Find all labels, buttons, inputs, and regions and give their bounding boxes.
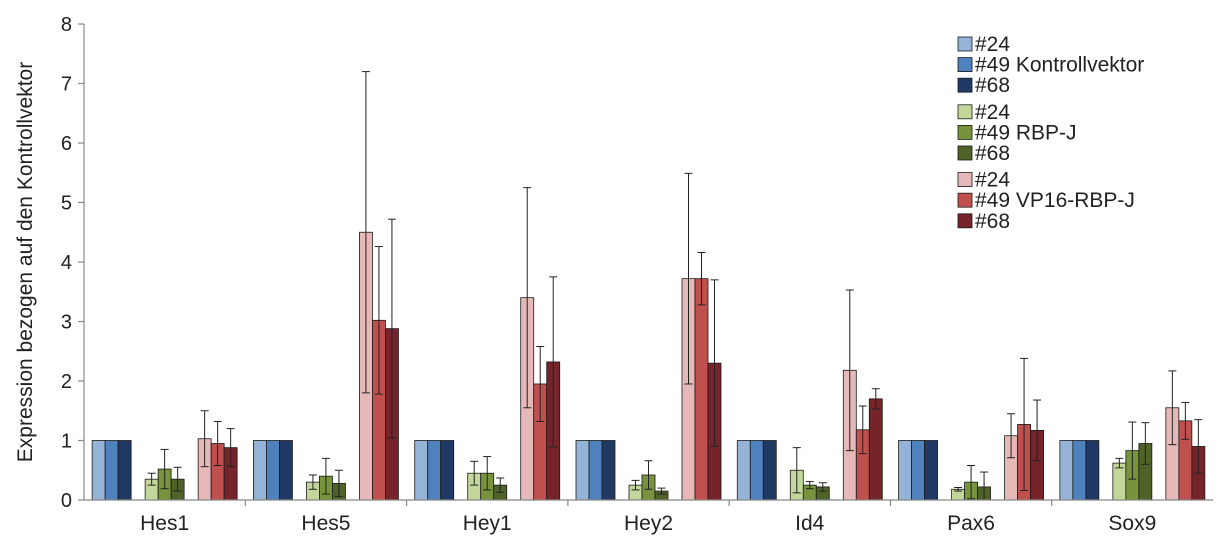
legend-label: #49 VP16-RBP-J — [975, 189, 1135, 212]
legend-swatch — [957, 192, 973, 208]
legend: #24#49 Kontrollvektor#68#24#49 RBP-J#68#… — [957, 33, 1144, 233]
legend-swatch — [957, 104, 973, 120]
x-tick-label: Pax6 — [947, 512, 995, 535]
bar — [279, 440, 293, 501]
bar — [924, 440, 938, 501]
bar — [104, 440, 119, 501]
bar — [694, 278, 709, 501]
y-tick-label: 4 — [61, 252, 72, 274]
y-axis-title-group: Expression bezogen auf den Kontrollvekto… — [14, 62, 37, 462]
bar — [1085, 440, 1100, 501]
y-tick-label: 6 — [61, 133, 72, 155]
bar — [253, 440, 267, 501]
legend-label: #68 — [975, 210, 1010, 233]
legend-label: #68 — [975, 142, 1010, 165]
x-tick-label: Hes5 — [301, 512, 350, 535]
legend-label: #24 — [975, 33, 1010, 56]
axes-layer: 0 1 2 3 4 5 6 7 8 Hes1 Hes5 Hey1 Hey2 Id4 Pax6 Sox9 — [61, 14, 1213, 535]
legend-label: #49 Kontrollvektor — [975, 54, 1144, 77]
bar — [1059, 440, 1074, 501]
bar — [911, 440, 925, 501]
bar — [762, 440, 777, 501]
x-tick-label: Hes1 — [140, 512, 189, 535]
bar — [91, 440, 106, 501]
bar — [440, 440, 455, 501]
legend-swatch — [957, 77, 973, 93]
y-tick-label: 1 — [61, 431, 72, 453]
bar — [1112, 462, 1127, 501]
bar — [266, 440, 280, 501]
bar — [898, 440, 912, 501]
bar — [117, 440, 132, 501]
bar — [749, 440, 764, 501]
y-tick-label: 8 — [61, 14, 72, 36]
legend-label: #24 — [975, 101, 1010, 124]
bar — [575, 440, 590, 501]
legend-swatch — [957, 213, 973, 229]
legend-swatch — [957, 36, 973, 52]
legend-label: #68 — [975, 74, 1010, 97]
y-tick-label: 0 — [61, 490, 72, 512]
y-axis-title: Expression bezogen auf den Kontrollvekto… — [14, 62, 37, 462]
x-tick-label: Sox9 — [1108, 512, 1156, 535]
legend-label: #49 RBP-J — [975, 121, 1077, 144]
bar — [588, 440, 603, 501]
legend-swatch — [957, 125, 973, 140]
error-bars-layer — [147, 71, 1203, 501]
bar — [601, 440, 616, 501]
x-tick-label: Hey2 — [624, 512, 673, 535]
bar — [1072, 440, 1087, 501]
legend-swatch — [957, 172, 973, 188]
bar — [414, 440, 429, 501]
bar — [868, 398, 883, 501]
y-tick-label: 7 — [61, 74, 72, 96]
y-tick-label: 5 — [61, 193, 72, 215]
y-tick-label: 2 — [61, 371, 72, 393]
x-tick-label: Hey1 — [463, 512, 512, 535]
y-tick-label: 3 — [61, 312, 72, 334]
x-tick-label: Id4 — [795, 512, 825, 535]
legend-swatch — [957, 57, 973, 72]
legend-label: #24 — [975, 169, 1010, 192]
legend-swatch — [957, 145, 973, 161]
bar — [736, 440, 751, 501]
bar — [427, 440, 442, 501]
bars-layer — [91, 231, 1206, 501]
